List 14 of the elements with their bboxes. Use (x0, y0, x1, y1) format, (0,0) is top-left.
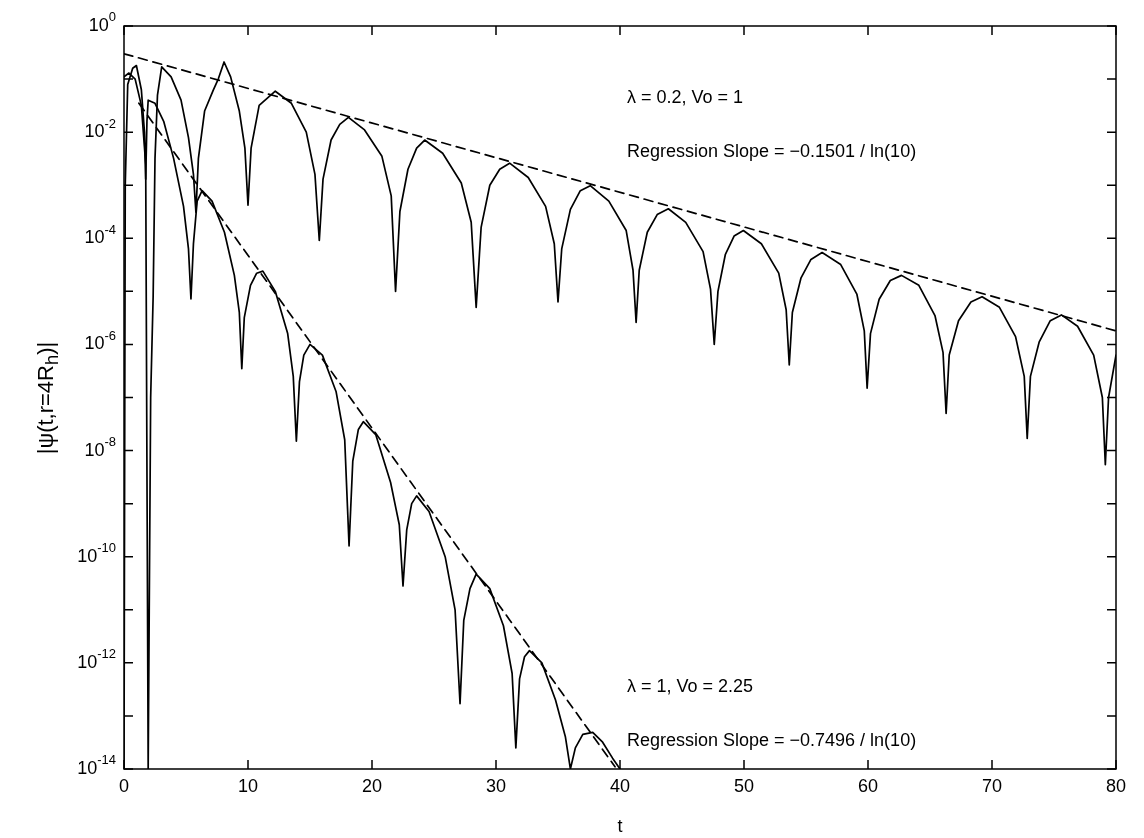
annotation: λ = 1, Vo = 2.25 (626, 676, 754, 697)
x-tick-label: 10 (237, 775, 259, 796)
x-tick-label: 60 (857, 775, 879, 796)
x-tick-label: 20 (361, 775, 383, 796)
x-tick-label: 80 (1105, 775, 1127, 796)
x-tick-label: 40 (609, 775, 631, 796)
x-tick-label: 70 (981, 775, 1003, 796)
annotation: Regression Slope = −0.7496 / ln(10) (626, 730, 917, 751)
annotation: Regression Slope = −0.1501 / ln(10) (626, 141, 917, 162)
x-tick-label: 50 (733, 775, 755, 796)
annotation: λ = 0.2, Vo = 1 (626, 87, 744, 108)
x-axis-title: t (617, 815, 623, 836)
x-tick-label: 0 (118, 775, 130, 796)
x-tick-label: 30 (485, 775, 507, 796)
